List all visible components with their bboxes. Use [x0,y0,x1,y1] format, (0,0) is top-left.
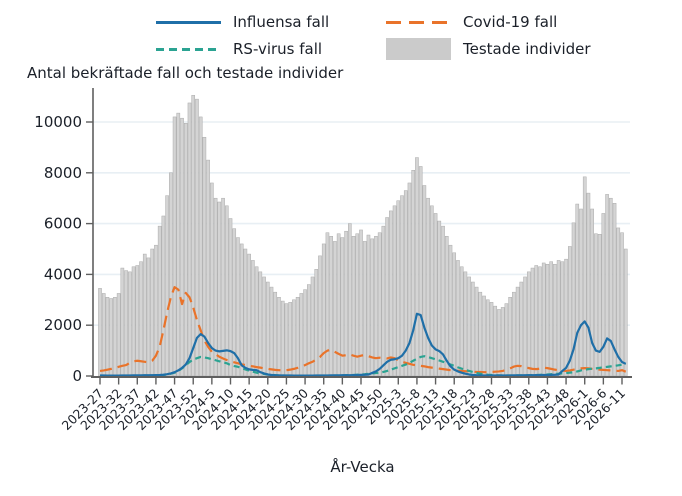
legend-item-rsvirus: RS-virus fall [156,37,386,61]
rsvirus-dash-marker-icon [156,47,221,51]
covid-dash-marker-icon [386,20,451,24]
chart-legend: Influensa fall Covid-19 fall RS-virus fa… [156,10,591,61]
legend-label-influensa: Influensa fall [233,13,330,31]
y-tick-label: 8000 [44,164,82,182]
legend-label-covid: Covid-19 fall [463,13,558,31]
x-axis-ticks: 2023-272023-322023-372023-422023-472023-… [59,378,628,433]
legend-item-influensa: Influensa fall [156,10,386,34]
axes [91,88,632,378]
x-axis-title: År-Vecka [330,458,395,476]
y-tick-label: 0 [72,367,82,385]
legend-label-testade: Testade individer [463,40,591,58]
legend-item-testade: Testade individer [386,37,591,61]
tested-individuals-bars [98,95,628,377]
series-line-covid-19-fall [99,286,627,374]
series-line-influensa-fall [100,312,627,377]
legend-item-covid: Covid-19 fall [386,10,591,34]
y-tick-label: 4000 [44,265,82,283]
influensa-line-marker-icon [156,20,221,24]
y-axis-ticks: 0 2000 4000 6000 8000 10000 [34,113,93,385]
testade-box-marker-icon [386,38,451,60]
y-tick-label: 6000 [44,215,82,233]
y-tick-label: 2000 [44,316,82,334]
chart-title: Antal bekräftade fall och testade indivi… [27,64,344,82]
legend-label-rsvirus: RS-virus fall [233,40,323,58]
y-tick-label: 10000 [34,113,82,131]
